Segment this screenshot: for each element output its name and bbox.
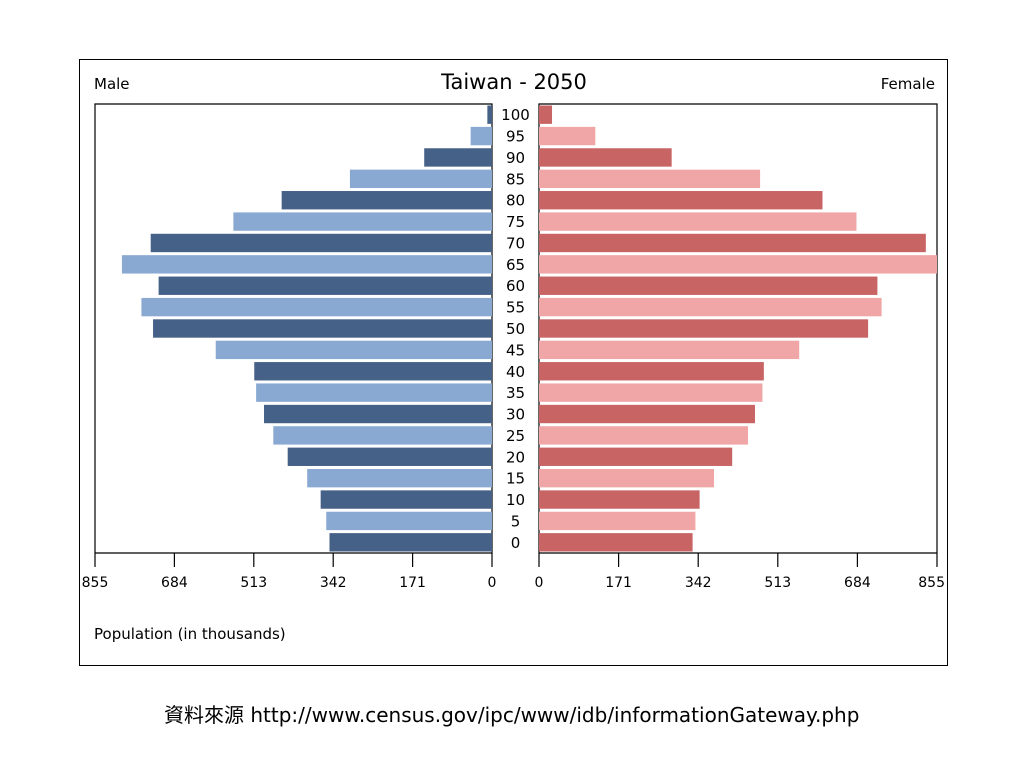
age-group-label: 60 (506, 277, 525, 295)
source-citation: 資料來源 http://www.census.gov/ipc/www/idb/i… (164, 699, 859, 728)
male-plot-area (94, 103, 493, 553)
female-bar (539, 212, 857, 231)
age-group-label: 50 (506, 320, 525, 338)
female-tick-label: 684 (844, 575, 871, 591)
chart-canvas: Taiwan - 2050 Male Female Population (in… (82, 70, 945, 643)
age-group-label: 100 (501, 106, 530, 124)
male-bar (273, 426, 492, 445)
female-tick-label: 342 (685, 575, 712, 591)
age-group-label: 75 (506, 213, 525, 231)
female-bar (539, 126, 596, 146)
female-bar (539, 105, 553, 124)
female-label: Female (881, 75, 935, 93)
female-bar (539, 297, 882, 317)
age-group-label: 90 (506, 149, 525, 167)
source-label: 資料來源 (164, 703, 244, 727)
age-group-label: 65 (506, 256, 525, 274)
male-bar (141, 297, 492, 317)
female-bar (539, 255, 937, 274)
female-axis-ticks: 0 171 342 513 684 855 (535, 552, 945, 591)
male-bar (215, 340, 492, 360)
male-bar (487, 105, 492, 124)
male-bar (320, 490, 492, 509)
age-group-label: 5 (511, 512, 521, 530)
male-bar (233, 212, 493, 231)
male-label: Male (94, 75, 130, 93)
female-bar (539, 169, 761, 189)
female-bar (539, 191, 823, 210)
female-tick-label: 171 (605, 575, 632, 591)
female-tick-label: 513 (764, 575, 791, 591)
female-bar (539, 319, 869, 338)
male-bar (424, 148, 492, 167)
male-tick-label: 171 (399, 575, 426, 591)
age-group-label: 95 (506, 128, 525, 146)
age-group-labels: 1009590858075706560555045403530252015105… (501, 106, 530, 552)
chart-title: Taiwan - 2050 (440, 70, 587, 94)
female-bar (539, 148, 672, 167)
source-url[interactable]: http://www.census.gov/ipc/www/idb/inform… (250, 703, 860, 727)
female-bar (539, 383, 763, 402)
male-bar (150, 233, 492, 253)
male-bar (256, 383, 492, 402)
female-bar (539, 276, 878, 295)
age-group-label: 30 (506, 406, 525, 424)
male-bar (158, 276, 492, 295)
age-group-label: 15 (506, 470, 525, 488)
male-bar (254, 362, 492, 381)
male-bar (287, 447, 492, 466)
male-bar (349, 169, 492, 189)
male-bar (121, 255, 492, 274)
age-group-label: 0 (511, 534, 521, 552)
male-tick-label: 855 (82, 575, 109, 591)
female-bar (539, 511, 696, 531)
female-bar (539, 362, 764, 381)
male-tick-label: 0 (488, 575, 497, 591)
x-axis-label: Population (in thousands) (94, 625, 286, 643)
age-group-label: 85 (506, 170, 525, 188)
male-bar (329, 533, 492, 552)
age-group-label: 40 (506, 363, 525, 381)
female-bar (539, 340, 800, 360)
male-bar (281, 191, 492, 210)
age-group-label: 35 (506, 384, 525, 402)
male-bar (307, 468, 492, 488)
female-bar (539, 468, 715, 488)
female-bar (539, 447, 733, 466)
female-bar (539, 533, 693, 552)
female-plot-area (538, 103, 938, 553)
age-group-label: 70 (506, 234, 525, 252)
male-bar (264, 404, 492, 424)
male-axis-ticks: 855 684 513 342 171 0 (82, 552, 497, 591)
female-tick-label: 0 (535, 575, 544, 591)
female-bar (539, 404, 755, 424)
age-group-label: 25 (506, 427, 525, 445)
age-group-label: 45 (506, 341, 525, 359)
age-group-label: 20 (506, 448, 525, 466)
age-group-label: 55 (506, 299, 525, 317)
male-tick-label: 684 (161, 575, 188, 591)
male-tick-label: 513 (240, 575, 267, 591)
age-group-label: 80 (506, 192, 525, 210)
male-bar (326, 511, 492, 531)
male-bar (470, 126, 492, 146)
male-tick-label: 342 (320, 575, 347, 591)
population-pyramid-chart: Taiwan - 2050 Male Female Population (in… (79, 59, 948, 666)
female-bar (539, 490, 700, 509)
age-group-label: 10 (506, 491, 525, 509)
female-tick-label: 855 (918, 575, 945, 591)
male-bar (153, 319, 492, 338)
female-bar (539, 426, 749, 445)
female-bar (539, 233, 926, 253)
